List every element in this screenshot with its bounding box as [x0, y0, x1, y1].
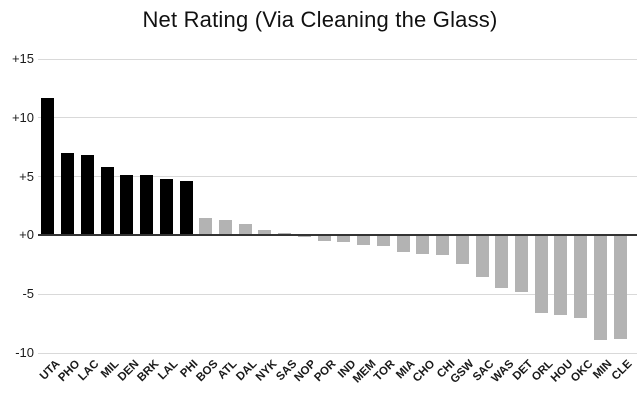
y-tick--5: -5 [22, 286, 34, 302]
bar-BOS [199, 217, 213, 236]
bar-CHI [436, 235, 450, 256]
gridline--5 [38, 293, 637, 295]
bar-SAS [278, 233, 292, 236]
x-label-DET: DET [511, 358, 536, 383]
y-tick-+0: +0 [19, 227, 34, 243]
plot-area [38, 58, 637, 354]
x-label-TOR: TOR [372, 358, 398, 384]
chart-title: Net Rating (Via Cleaning the Glass) [142, 7, 498, 32]
bar-LAC [80, 155, 94, 236]
x-label-DEN: DEN [115, 358, 142, 384]
bar-ORL [534, 235, 548, 313]
x-label-CLE: CLE [609, 358, 635, 383]
bar-MEM [357, 235, 371, 245]
bar-MIN [593, 235, 607, 341]
bar-GSW [455, 235, 469, 264]
bar-TOR [376, 235, 390, 246]
bar-SAC [475, 235, 489, 277]
x-label-LAL: LAL [156, 358, 181, 383]
bar-NYK [258, 229, 272, 236]
bar-PHI [179, 181, 193, 236]
x-label-MIN: MIN [591, 358, 615, 382]
bar-DET [514, 235, 528, 292]
bar-MIL [100, 167, 114, 236]
bar-WAS [495, 235, 509, 289]
bar-ATL [218, 220, 232, 236]
x-label-NOP: NOP [292, 358, 319, 385]
bar-series [38, 59, 630, 353]
bar-UTA [41, 97, 55, 236]
bar-LAL [159, 178, 173, 236]
zero-axis-line-+0 [38, 234, 637, 237]
bar-IND [337, 235, 351, 243]
x-label-DAL: DAL [234, 358, 260, 384]
bar-PHO [61, 153, 75, 236]
y-tick-+10: +10 [11, 109, 34, 125]
bar-CHO [416, 235, 430, 255]
gridline-+15 [38, 58, 637, 60]
bar-MIA [396, 235, 410, 252]
bar-POR [317, 235, 331, 242]
y-tick-+15: +15 [11, 51, 34, 66]
bar-DAL [238, 223, 252, 236]
x-label-LAC: LAC [76, 358, 102, 384]
bar-DEN [120, 175, 134, 236]
bar-OKC [574, 235, 588, 318]
bar-HOU [554, 235, 568, 316]
bar-CLE [613, 235, 627, 339]
gridline-+10 [38, 117, 637, 119]
x-label-NYK: NYK [253, 358, 280, 384]
y-tick--10: -10 [15, 345, 34, 360]
bar-BRK [140, 175, 154, 236]
x-label-POR: POR [312, 358, 339, 385]
x-label-CHO: CHO [410, 358, 438, 385]
x-label-HOU: HOU [548, 358, 576, 385]
gridline-+5 [38, 176, 637, 178]
y-tick-+5: +5 [19, 168, 34, 184]
gridline--10 [38, 352, 637, 354]
x-label-UTA: UTA [37, 358, 63, 383]
x-label-ATL: ATL [216, 358, 240, 382]
